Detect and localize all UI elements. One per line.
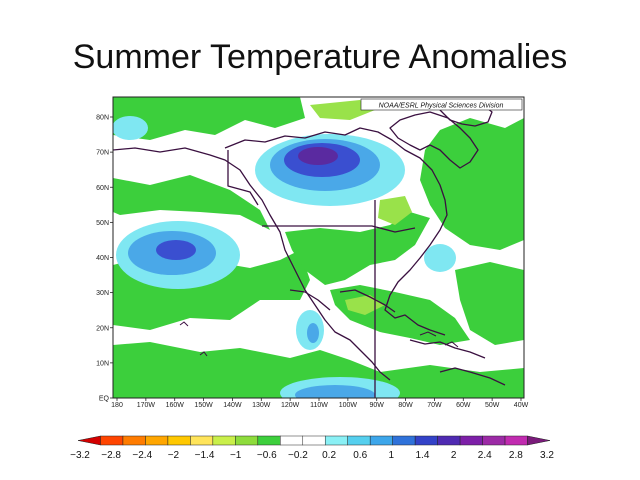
longitude-label: 150W [194, 402, 213, 409]
colorbar-swatch [257, 435, 281, 446]
longitude-label: 70W [427, 402, 442, 409]
map-plot-area [113, 97, 524, 398]
colorbar-label: 1.4 [416, 450, 430, 461]
latitude-label: 20N [96, 325, 109, 332]
colorbar-label: 0.2 [322, 450, 336, 461]
longitude-labels: 180 170W 160W 150W 140W 130W 120W 110W 100W 90W 80… [111, 398, 529, 409]
colorbar-label: −2.4 [132, 450, 152, 461]
colorbar-swatch [190, 435, 214, 446]
colorbar-label: 2.4 [478, 450, 492, 461]
coastline-south-america [439, 367, 506, 386]
colorbar-swatch [324, 435, 348, 446]
credit-box [360, 98, 523, 111]
colorbar-swatch [145, 435, 169, 446]
colorbar-swatch [527, 435, 551, 446]
colorbar-label: −0.2 [288, 450, 308, 461]
colorbar-label: 2.8 [509, 450, 523, 461]
colorbar-label: −2 [168, 450, 180, 461]
colorbar-swatch [167, 435, 191, 446]
border-us-mexico [289, 289, 331, 311]
coastline-pacific [113, 147, 391, 381]
latitude-label: 40N [96, 255, 109, 262]
positive-region-mid-pacific [113, 175, 270, 230]
longitude-label: 50W [485, 402, 500, 409]
colorbar-swatch [302, 435, 326, 446]
latitude-label: 50N [96, 220, 109, 227]
colorbar-label: −3.2 [70, 450, 90, 461]
colorbar-label: −2.8 [101, 450, 121, 461]
colorbar-label: 2 [451, 450, 457, 461]
longitude-label: 90W [370, 402, 385, 409]
coastline-arctic-atlantic [224, 127, 448, 336]
colorbar-label: 1 [389, 450, 395, 461]
longitude-label: 170W [137, 402, 156, 409]
negative-region-baja [307, 323, 319, 343]
colorbar-swatch [369, 435, 393, 446]
longitude-label: 120W [281, 402, 300, 409]
extreme-negative-anomaly-regions [298, 147, 338, 165]
latitude-label: 80N [96, 115, 109, 122]
longitude-label: 80W [398, 402, 413, 409]
longitude-label: 100W [339, 402, 358, 409]
extreme-negative-region-canada [298, 147, 338, 165]
weak-positive-region-2 [378, 196, 412, 225]
border-us-canada [262, 225, 416, 233]
weak-negative-region-east-coast [424, 244, 456, 272]
positive-region-north-pacific [113, 97, 305, 140]
border-alaska [227, 150, 259, 206]
negative-region-equator [295, 385, 375, 398]
colorbar-swatch [235, 435, 259, 446]
colorbar-label: 0.6 [353, 450, 367, 461]
colorbar-swatch [414, 435, 438, 446]
weak-positive-region-1 [310, 100, 375, 120]
strong-negative-region-pacific [156, 240, 196, 260]
latitude-label: 30N [96, 290, 109, 297]
positive-region-tropics [113, 342, 524, 398]
positive-region-north-america [285, 212, 430, 285]
longitude-label: 40W [514, 402, 529, 409]
longitude-label: 180 [111, 402, 123, 409]
weak-negative-region-nw [113, 116, 148, 140]
latitude-label: 60N [96, 185, 109, 192]
coastline-gulf [339, 289, 396, 313]
colorbar-label: −1.4 [195, 450, 215, 461]
latitude-label: 70N [96, 150, 109, 157]
colorbar-swatch [482, 435, 506, 446]
colorbar-swatch [100, 435, 124, 446]
positive-region-north-atlantic [455, 262, 524, 345]
credit-text: NOAA/ESRL Physical Sciences Division [379, 103, 504, 110]
colorbar-label: −1 [230, 450, 242, 461]
islands [179, 321, 459, 357]
colorbar-swatch [347, 435, 371, 446]
longitude-label: 140W [223, 402, 242, 409]
longitude-label: 130W [252, 402, 271, 409]
colorbar-swatch [212, 435, 236, 446]
colorbar-label: −0.6 [257, 450, 277, 461]
longitude-label: 60W [456, 402, 471, 409]
coastline-arctic-islands [389, 111, 479, 169]
colorbar-label: 3.2 [540, 450, 554, 461]
colorbar-swatch [122, 435, 146, 446]
colorbar-swatch [280, 435, 304, 446]
colorbar-swatch [392, 435, 416, 446]
colorbar-swatch [504, 435, 528, 446]
latitude-label: EQ [99, 396, 110, 403]
latitude-labels: EQ 10N 20N 30N 40N 50N 60N 70N 80N [96, 115, 113, 403]
colorbar: −3.2 −2.8 −2.4 −2 −1.4 −1 −0.6 −0.2 0.2 0.6 1 1.4 2 2… [70, 435, 554, 461]
coastline-caribbean [409, 339, 486, 359]
map-frame-border [112, 96, 525, 399]
colorbar-swatch [77, 435, 101, 446]
colorbar-swatch [459, 435, 483, 446]
slide-title: Summer Temperature Anomalies [72, 38, 568, 76]
longitude-label: 110W [310, 402, 328, 409]
latitude-label: 10N [96, 360, 109, 367]
colorbar-swatch [437, 435, 461, 446]
coastlines [113, 99, 506, 398]
longitude-label: 160W [166, 402, 185, 409]
